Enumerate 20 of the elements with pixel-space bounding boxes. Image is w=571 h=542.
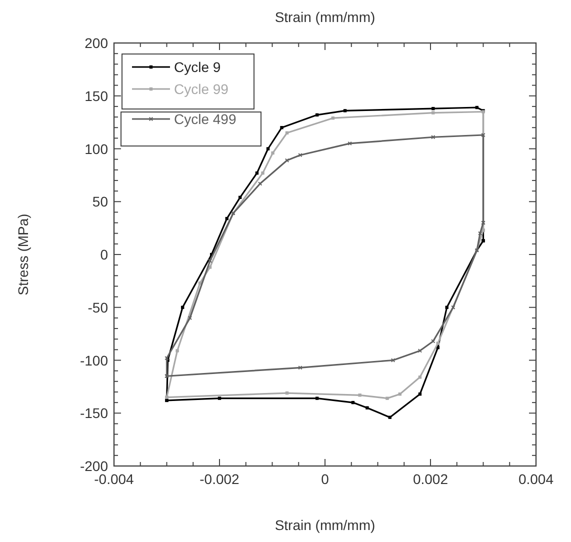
y-tick-label: -100 (80, 352, 108, 368)
legend-label: Cycle 9 (174, 59, 221, 75)
x-tick-label: 0 (321, 471, 330, 487)
y-tick-label: 150 (84, 88, 108, 104)
y-tick-label: 0 (100, 246, 108, 262)
x-tick-label: -0.002 (200, 471, 240, 487)
y-tick-label: 100 (84, 140, 108, 157)
y-tick-label: -50 (88, 299, 108, 316)
x-axis-title: Strain (mm/mm) (274, 517, 376, 533)
y-axis-title: Stress (MPa) (15, 214, 31, 296)
y-tick-label: 200 (84, 35, 108, 51)
y-tick-label: -200 (80, 458, 108, 474)
x-tick-label: 0.004 (518, 471, 554, 487)
x-tick-label: 0.002 (412, 471, 448, 487)
chart-title: Strain (mm/mm) (274, 9, 376, 25)
legend-label: Cycle 499 (174, 111, 236, 127)
y-tick-label: 50 (92, 194, 108, 210)
legend-label: Cycle 99 (174, 81, 229, 97)
y-tick-label: -150 (80, 405, 108, 422)
x-tick-label: -0.004 (94, 471, 134, 487)
